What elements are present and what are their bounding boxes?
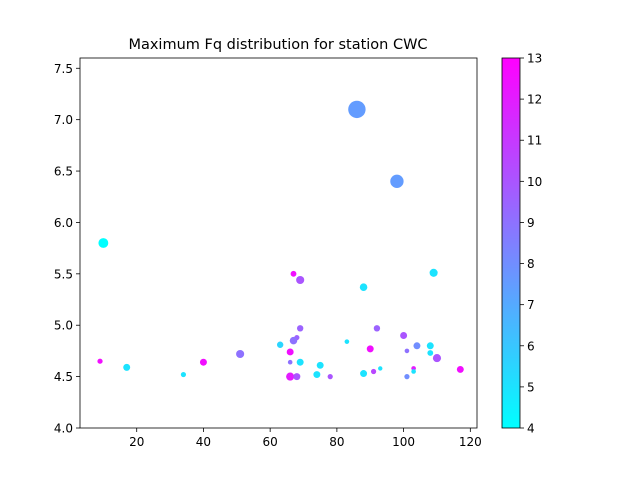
data-point: [400, 332, 408, 339]
colorbar-tick-label: 4: [527, 422, 535, 436]
y-tick-label: 4.0: [54, 422, 73, 436]
x-tick-label: 80: [329, 435, 344, 449]
data-point: [427, 350, 434, 356]
data-point: [296, 275, 305, 285]
data-point: [456, 365, 464, 373]
data-point: [378, 366, 383, 371]
data-point: [290, 270, 297, 277]
chart-title: Maximum Fq distribution for station CWC: [128, 37, 427, 53]
data-point: [373, 325, 381, 332]
colorbar-ticks: 4 5 6 7 8 9 10 11 12 13: [520, 52, 542, 436]
data-point: [180, 371, 187, 378]
data-point: [276, 341, 284, 348]
data-point: [404, 374, 410, 380]
data-point: [123, 363, 131, 371]
data-point: [236, 349, 245, 359]
data-point: [429, 268, 438, 277]
y-tick-label: 5.0: [54, 319, 73, 333]
y-tick-label: 6.5: [54, 165, 73, 179]
x-tick-label: 60: [263, 435, 278, 449]
data-point: [413, 342, 421, 350]
data-point: [360, 370, 368, 378]
x-tick-label: 40: [196, 435, 211, 449]
data-point: [286, 348, 294, 356]
y-tick-label: 7.0: [54, 113, 73, 127]
data-point: [390, 174, 404, 188]
data-point: [97, 358, 103, 364]
data-point: [370, 368, 377, 375]
data-point: [432, 354, 442, 363]
data-point: [426, 342, 434, 350]
y-tick-label: 5.5: [54, 267, 73, 281]
colorbar: 4 5 6 7 8 9 10 11 12 13: [501, 52, 542, 436]
data-point: [366, 345, 374, 353]
data-point: [98, 238, 109, 248]
colorbar-tick-label: 12: [527, 93, 542, 107]
data-point: [359, 283, 368, 291]
data-point: [404, 348, 410, 354]
colorbar-tick-label: 6: [527, 339, 535, 353]
y-axis: 4.0 4.5 5.0 5.5 6.0 6.5 7.0 7.5: [54, 62, 80, 436]
colorbar-tick-label: 7: [527, 298, 535, 312]
colorbar-gradient: [501, 57, 521, 429]
data-point: [289, 336, 298, 345]
data-point: [327, 374, 333, 380]
plot-area: 20 40 60 80 100 120 4.0 4.5 5.0 5.5 6.0 6.5 7.0 7.5: [54, 57, 482, 449]
colorbar-tick-label: 10: [527, 175, 542, 189]
data-point: [287, 359, 293, 365]
y-tick-label: 6.0: [54, 216, 73, 230]
data-point: [344, 339, 350, 344]
data-point: [348, 100, 366, 119]
colorbar-tick-label: 13: [527, 52, 542, 66]
x-tick-label: 20: [129, 435, 144, 449]
plot-frame: [79, 57, 478, 429]
y-tick-label: 7.5: [54, 62, 73, 76]
x-axis: 20 40 60 80 100 120: [129, 428, 482, 449]
colorbar-tick-label: 8: [527, 257, 535, 271]
points-layer: [97, 100, 464, 381]
data-point: [296, 325, 304, 332]
x-tick-label: 120: [459, 435, 482, 449]
x-tick-label: 100: [392, 435, 415, 449]
data-point: [411, 369, 416, 374]
colorbar-tick-label: 9: [527, 216, 535, 230]
data-point: [316, 361, 324, 369]
data-point: [199, 358, 207, 366]
colorbar-tick-label: 5: [527, 380, 535, 394]
data-point: [296, 358, 304, 366]
data-point: [293, 373, 301, 381]
colorbar-tick-label: 11: [527, 134, 542, 148]
data-point: [313, 371, 321, 379]
data-point: [286, 372, 295, 381]
y-tick-label: 4.5: [54, 370, 73, 384]
